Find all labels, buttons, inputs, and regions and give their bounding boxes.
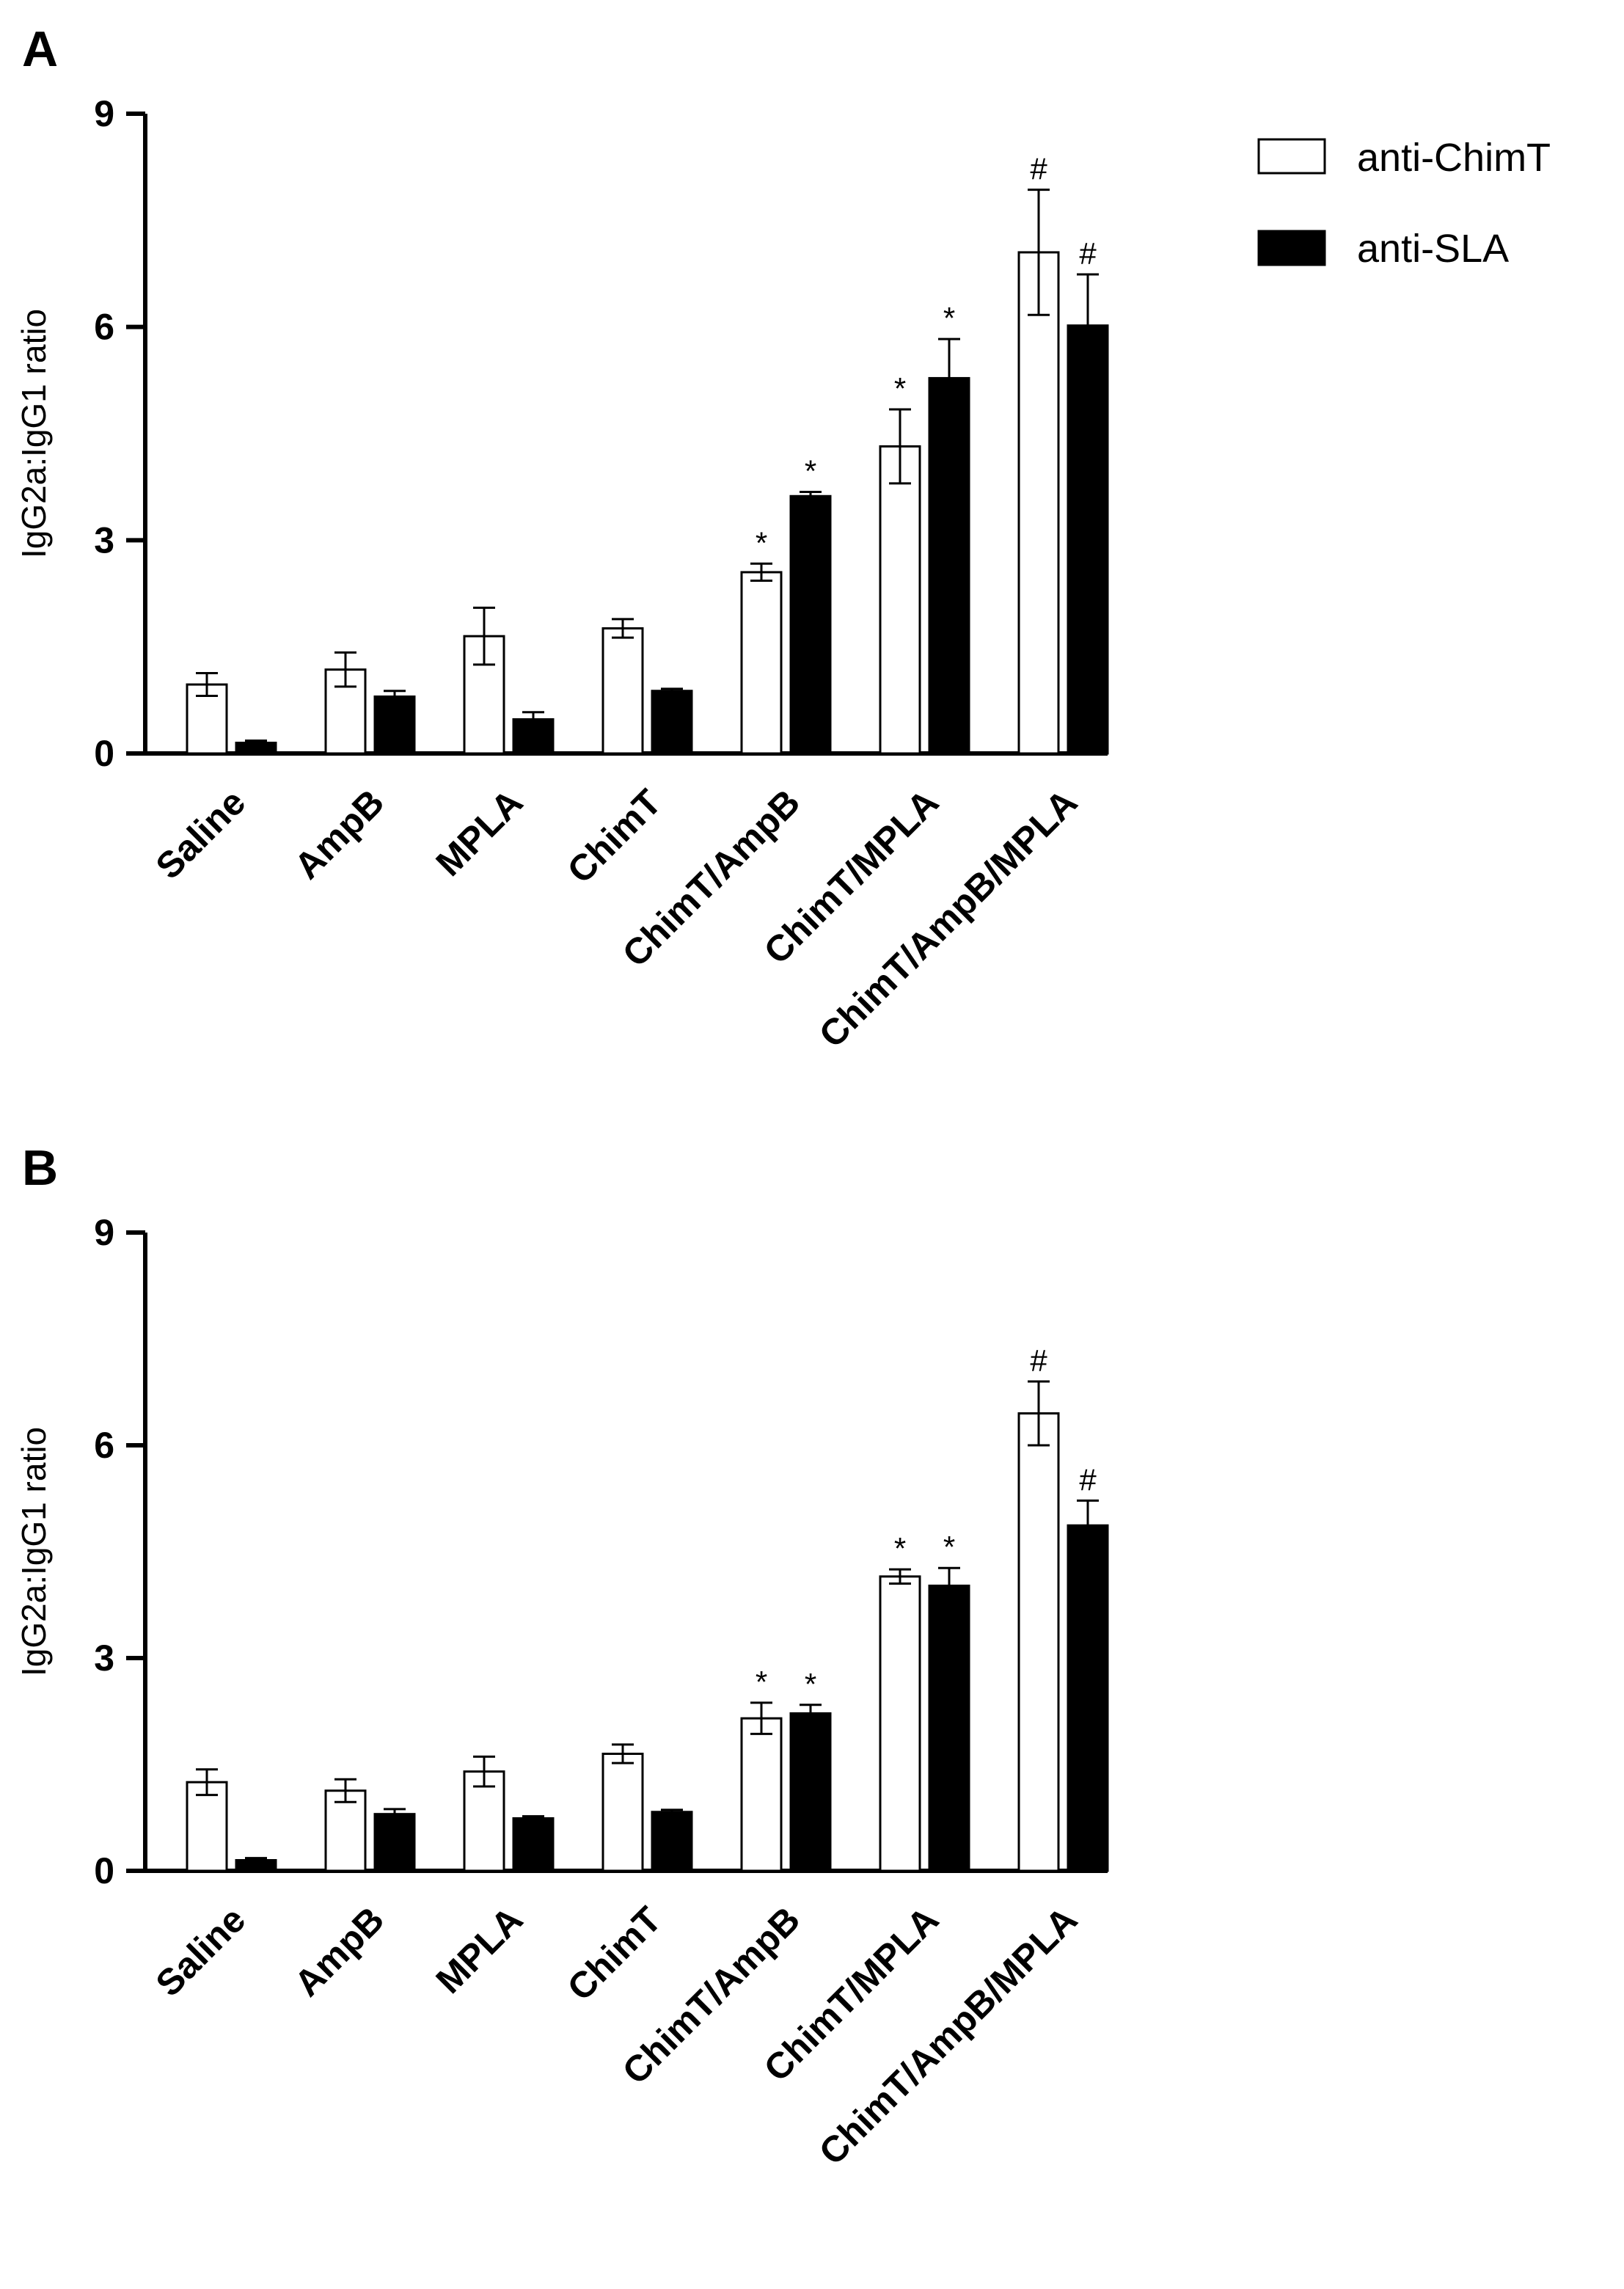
error-bar-anti-sla-chimt [661,1808,683,1812]
x-tick-label-saline: Saline [148,1899,254,2004]
bar-anti-sla-chimt-mpla [928,1584,970,1872]
bar-anti-sla-chimt [651,690,693,755]
x-tick-label-chimt: ChimT [560,781,670,891]
significance-mark: # [1079,1462,1097,1497]
bar-anti-sla-chimt-ampb-mpla [1067,324,1109,755]
y-tick-label: 3 [94,1638,114,1679]
significance-mark: * [756,525,767,560]
significance-mark: * [943,1530,955,1564]
error-bar-anti-chimt-chimt-mpla [889,1568,911,1585]
y-tick-label: 6 [94,1425,114,1466]
significance-mark: # [1030,152,1047,186]
error-bar-anti-chimt-chimt-ampb-mpla [1028,1380,1050,1447]
y-tick-label: 9 [94,93,114,134]
legend-label-anti-sla: anti-SLA [1357,227,1509,271]
error-bar-anti-sla-saline [245,1857,267,1861]
x-tick-label-chimt-ampb-mpla: ChimT/AmpB/MPLA [811,781,1085,1055]
y-tick-label: 6 [94,307,114,348]
bar-anti-chimt-chimt [601,1753,644,1872]
panel-letter: A [22,21,58,77]
error-bar-anti-sla-saline [245,740,267,743]
bar-anti-chimt-chimt-mpla [879,445,921,755]
bar-anti-sla-chimt-ampb [789,1712,832,1872]
bar-anti-sla-chimt-ampb [789,494,832,755]
legend-swatch-anti-sla [1257,230,1326,266]
bar-anti-chimt-chimt-ampb-mpla [1017,1412,1060,1872]
error-bar-anti-chimt-chimt [612,1743,634,1764]
bar-anti-chimt-chimt-ampb [740,571,783,755]
bar-anti-sla-mpla [512,718,555,755]
y-tick-label: 3 [94,519,114,561]
x-tick-label-chimt: ChimT [560,1899,670,2009]
error-bar-anti-sla-chimt-ampb-mpla [1077,1499,1099,1526]
significance-mark: * [805,1667,816,1701]
error-bar-anti-chimt-chimt-ampb [750,562,772,583]
error-bar-anti-sla-chimt-ampb [800,490,822,497]
bar-anti-chimt-chimt-ampb-mpla [1017,251,1060,755]
x-tick-label-ampb: AmpB [287,781,392,887]
error-bar-anti-chimt-chimt-ampb [750,1701,772,1735]
x-tick-label-ampb: AmpB [287,1899,392,2004]
significance-mark: * [756,1665,767,1699]
bar-anti-sla-saline [235,741,277,755]
error-bar-anti-sla-ampb [384,1808,406,1814]
error-bar-anti-chimt-chimt [612,618,634,639]
significance-mark: # [1079,236,1097,271]
significance-mark: # [1030,1343,1047,1378]
y-tick-label: 0 [94,733,114,774]
error-bar-anti-sla-chimt-mpla [938,1566,960,1586]
error-bar-anti-sla-mpla [522,1815,544,1819]
error-bar-anti-sla-chimt-mpla [938,337,960,379]
error-bar-anti-sla-chimt-ampb-mpla [1077,273,1099,326]
error-bar-anti-chimt-mpla [473,606,495,666]
panel-letter: B [22,1140,58,1196]
bar-anti-chimt-chimt [601,627,644,755]
y-tick-label: 0 [94,1850,114,1891]
x-tick-label-mpla: MPLA [428,1899,531,2001]
chart-panel-a: A IgG2a:IgG1 ratio 0 3 6 9 Saline AmpB MPLA ChimT… [15,21,1109,1056]
error-bar-anti-chimt-chimt-ampb-mpla [1028,189,1050,316]
x-tick-label-mpla: MPLA [428,781,531,884]
significance-mark: * [894,371,906,406]
error-bar-anti-chimt-ampb [334,1778,356,1803]
x-tick-label-saline: Saline [148,781,254,887]
bar-anti-chimt-mpla [463,1770,505,1872]
bar-anti-sla-chimt-ampb-mpla [1067,1524,1109,1872]
legend-label-anti-chimt: anti-ChimT [1357,136,1551,180]
bar-anti-chimt-saline [186,1781,228,1872]
bar-anti-sla-chimt-mpla [928,376,970,755]
y-axis-label: IgG2a:IgG1 ratio [15,1427,53,1676]
significance-mark: * [943,301,955,335]
x-tick-label-chimt-ampb-mpla: ChimT/AmpB/MPLA [811,1899,1085,2172]
bar-anti-sla-mpla [512,1817,555,1872]
bar-anti-sla-saline [235,1859,277,1872]
legend: anti-ChimT anti-SLA [1257,136,1551,271]
bar-anti-sla-ampb [373,1813,416,1872]
bar-anti-chimt-mpla [463,635,505,755]
error-bar-anti-sla-ampb [384,690,406,697]
error-bar-anti-chimt-mpla [473,1755,495,1788]
bar-anti-chimt-chimt-mpla [879,1575,921,1872]
y-tick-label: 9 [94,1212,114,1253]
error-bar-anti-chimt-chimt-mpla [889,408,911,485]
bar-anti-chimt-chimt-ampb [740,1717,783,1872]
bar-anti-sla-chimt [651,1811,693,1872]
y-axis-label: IgG2a:IgG1 ratio [15,309,53,558]
error-bar-anti-sla-chimt [661,687,683,691]
error-bar-anti-chimt-ampb [334,651,356,688]
error-bar-anti-chimt-saline [196,672,218,698]
significance-mark: * [894,1531,906,1566]
bar-anti-sla-ampb [373,695,416,755]
error-bar-anti-sla-mpla [522,711,544,720]
error-bar-anti-chimt-saline [196,1768,218,1797]
legend-swatch-anti-chimt [1257,138,1326,175]
chart-panel-b: B IgG2a:IgG1 ratio 0 3 6 9 Saline AmpB MPLA ChimT… [15,1140,1109,2173]
significance-mark: * [805,453,816,488]
error-bar-anti-sla-chimt-ampb [800,1704,822,1714]
